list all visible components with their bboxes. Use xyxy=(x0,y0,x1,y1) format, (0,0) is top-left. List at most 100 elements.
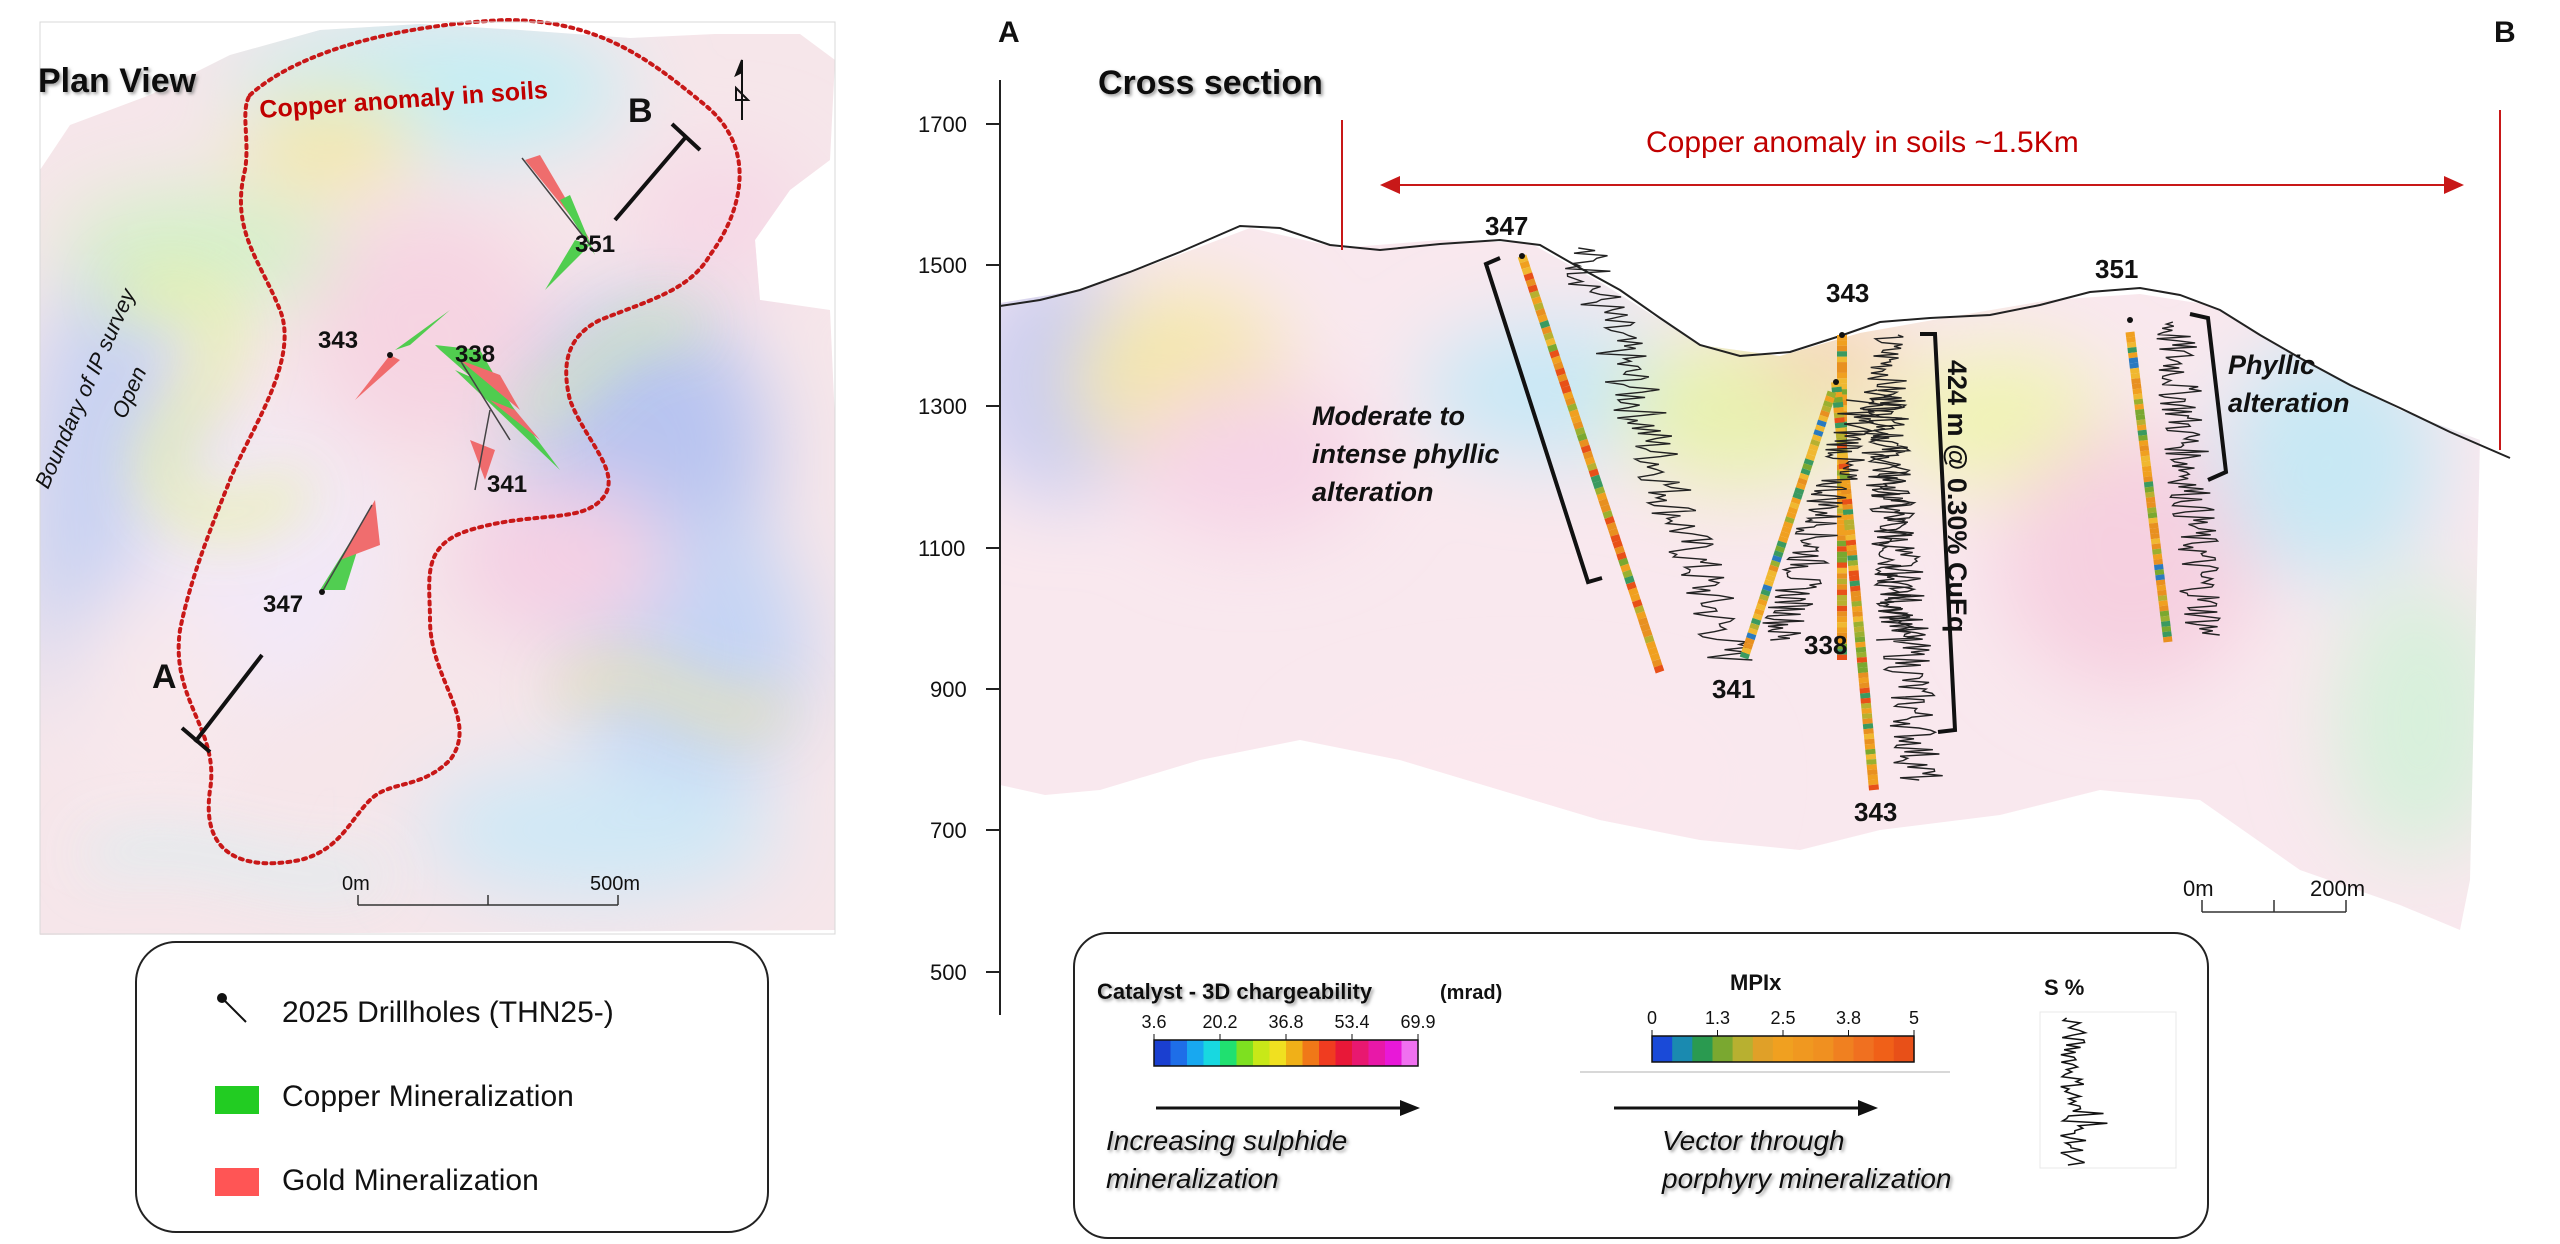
trace-interval xyxy=(1561,385,1572,395)
trace-interval xyxy=(1806,448,1818,457)
colorbar-segment xyxy=(1732,1036,1754,1062)
trace-interval xyxy=(2140,450,2150,457)
chargeability-colorbar xyxy=(1153,1039,1419,1067)
colorbar-tick-label: 36.8 xyxy=(1268,1012,1303,1032)
trace-interval xyxy=(1600,504,1612,513)
trace-interval xyxy=(2129,367,2140,374)
legend-gold-label: Gold Mineralization xyxy=(282,1164,539,1197)
intercept-label: 424 m @ 0.30% CuEq xyxy=(1942,360,1972,632)
porphyry-arrow xyxy=(1614,1100,1878,1116)
collar-347 xyxy=(319,589,325,595)
trace-interval xyxy=(1582,450,1594,460)
trace-interval xyxy=(2143,476,2153,483)
trace-interval xyxy=(1632,599,1643,609)
trace-interval xyxy=(1859,682,1870,689)
trace-interval xyxy=(1638,617,1649,626)
trace-interval xyxy=(2139,445,2150,452)
trace-interval xyxy=(1569,409,1580,418)
trace-interval xyxy=(1862,718,1873,725)
trace-interval xyxy=(2162,636,2173,643)
trace-interval xyxy=(1596,492,1608,502)
trace-interval xyxy=(1779,530,1790,539)
colorbar-segment xyxy=(1302,1040,1320,1066)
trace-interval xyxy=(1610,533,1621,543)
s-percent-sample-log xyxy=(2060,1017,2108,1166)
trace-interval xyxy=(2135,414,2146,421)
section-hole-351: 351 xyxy=(2095,254,2138,284)
trace-interval xyxy=(1754,608,1765,616)
trace-interval xyxy=(2149,527,2160,535)
trace-interval xyxy=(1860,702,1872,709)
colorbar-segment xyxy=(1772,1036,1794,1062)
trace-interval xyxy=(1845,539,1857,546)
phyllic-left-line2: intense phyllic xyxy=(1312,439,1500,469)
trace-interval xyxy=(1551,355,1562,365)
legend-box: 2025 Drillholes (THN25-) Copper Minerali… xyxy=(135,941,769,1233)
trace-interval xyxy=(2150,532,2160,540)
mpix-colorbar xyxy=(1651,1035,1915,1063)
legend-copper-swatch xyxy=(215,1086,259,1114)
legend-drillholes-label: 2025 Drillholes (THN25-) xyxy=(282,996,614,1029)
trace-interval xyxy=(1843,519,1855,526)
trace-interval xyxy=(1653,664,1665,674)
colorbar-tick-label: 1.3 xyxy=(1705,1008,1730,1028)
trace-interval xyxy=(1853,626,1865,633)
trace-interval xyxy=(1574,426,1586,436)
trace-interval xyxy=(2145,496,2156,504)
drillhole-icon xyxy=(217,993,247,1023)
trace-interval xyxy=(1849,580,1860,587)
trace-interval xyxy=(1857,667,1869,674)
trace-interval xyxy=(1639,623,1651,632)
drill-trace xyxy=(1517,254,1665,674)
trace-interval xyxy=(2127,346,2137,354)
trace-interval xyxy=(2142,465,2152,473)
mpix-title: MPIx xyxy=(1730,970,1782,995)
trace-interval xyxy=(2152,553,2163,560)
trace-interval xyxy=(1636,611,1647,620)
colorbar-segment xyxy=(1833,1036,1855,1062)
trace-interval xyxy=(1598,498,1610,508)
sulphur-log xyxy=(1867,334,1916,641)
trace-interval xyxy=(2154,563,2164,571)
colorbar-segment xyxy=(1672,1036,1693,1062)
section-line-b-end xyxy=(613,122,702,222)
porphyry-label-1: Vector through xyxy=(1662,1125,1845,1156)
plan-point-b: B xyxy=(628,92,653,130)
trace-interval xyxy=(1851,600,1862,607)
trace-interval xyxy=(1649,652,1661,662)
sulphur-log xyxy=(1565,247,1753,661)
trace-interval xyxy=(1527,284,1539,294)
trace-interval xyxy=(2155,574,2165,581)
trace-interval xyxy=(2131,377,2141,385)
trace-interval xyxy=(2159,610,2170,617)
trace-interval xyxy=(1778,535,1789,544)
trace-interval xyxy=(1797,477,1808,486)
sulphur-log xyxy=(1762,399,1884,641)
trace-interval xyxy=(1867,769,1878,776)
plan-view-map: Plan View Copper anomaly in soils Bounda… xyxy=(30,17,836,935)
trace-interval xyxy=(2136,419,2146,426)
phyllic-left-line3: alteration xyxy=(1312,477,1434,507)
trace-interval xyxy=(1850,590,1861,597)
trace-interval xyxy=(2153,558,2163,566)
collar xyxy=(1839,332,1845,338)
trace-interval xyxy=(1580,444,1592,454)
trace-interval xyxy=(1865,753,1877,760)
trace-interval xyxy=(1608,527,1619,537)
trace-interval xyxy=(1847,560,1859,567)
mpix-ticks: 0 1.3 2.5 3.8 5 xyxy=(1647,1008,1919,1036)
hole-343-fan xyxy=(355,310,450,400)
trace-interval xyxy=(2125,331,2136,338)
trace-interval xyxy=(1758,593,1770,602)
key-box: Catalyst - 3D chargeability (mrad) 3.6 20… xyxy=(1073,932,2209,1239)
trace-interval xyxy=(1786,511,1797,520)
trace-interval xyxy=(2155,579,2166,586)
trace-interval xyxy=(1626,581,1637,591)
trace-interval xyxy=(1774,545,1786,554)
sulphide-label-2: mineralization xyxy=(1106,1163,1279,1194)
plan-scale-bar xyxy=(357,895,619,906)
trace-interval xyxy=(1641,628,1653,638)
colorbar-segment xyxy=(1368,1040,1386,1066)
trace-interval xyxy=(1765,574,1776,583)
colorbar-tick-label: 2.5 xyxy=(1770,1008,1795,1028)
